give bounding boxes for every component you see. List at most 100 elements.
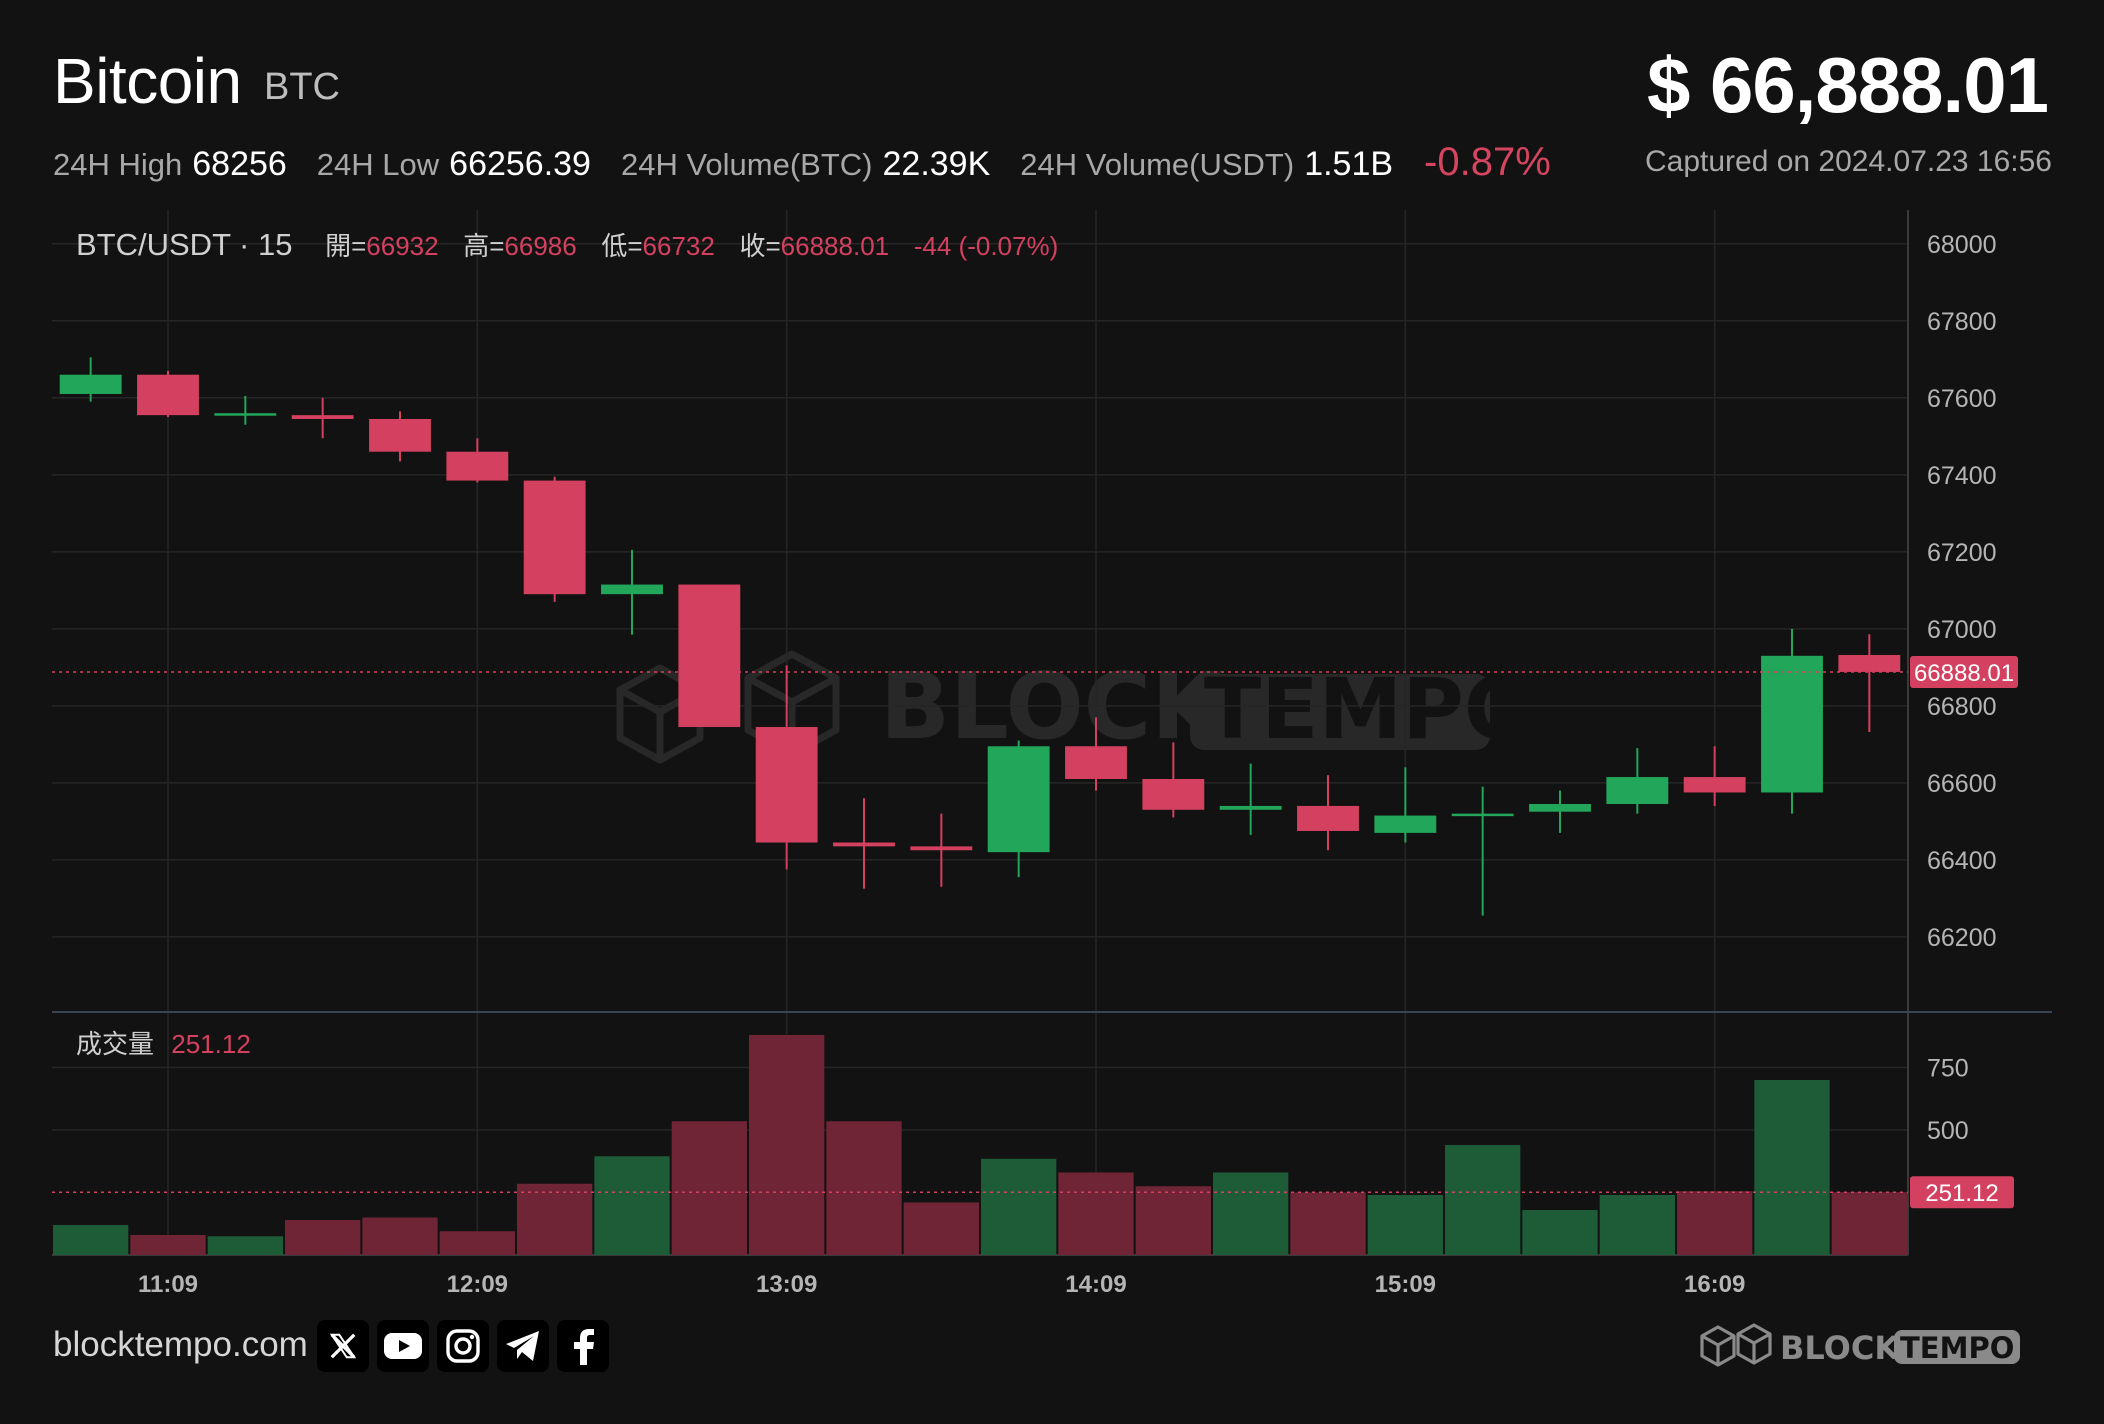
legend-close: 66888.01 [781,231,889,261]
volume-bar [826,1121,902,1255]
candle-body [137,374,199,416]
legend-low: 66732 [643,231,715,261]
volume-bars [53,1035,1907,1255]
price-tick-label: 67400 [1927,462,1997,490]
footer-site[interactable]: blocktempo.com [53,1325,308,1364]
candle-body [755,727,818,843]
volume-bar [1831,1192,1907,1255]
footer-brand-right: TEMPO [1900,1331,2014,1365]
volume-bar [517,1183,593,1255]
volume-bar [749,1035,825,1255]
volume-btc-label: 24H Volume(BTC) [620,147,873,182]
volume-bar [1367,1195,1443,1255]
candle-body [1374,815,1437,833]
volume-tick-label: 500 [1927,1117,1969,1145]
high-value: 68256 [192,145,287,183]
candle-body [601,584,663,595]
price-axis: 68000 67800 67600 67400 67200 67000 66800 66600… [1927,231,1997,1145]
volume-usdt-value: 1.51B [1304,145,1394,183]
candle [1529,790,1591,833]
time-tick-label: 11:09 [138,1271,198,1298]
legend-open: 66932 [366,231,438,261]
volume-bar [53,1225,129,1255]
stats-bar: 24H High 68256 24H Low 66256.39 24H Volu… [53,140,1551,185]
volume-bar [130,1235,206,1255]
candle-body [1142,778,1205,810]
candle-body [291,415,354,419]
volume-legend: 成交量 251.12 [76,1029,251,1059]
volume-bar [1522,1210,1598,1255]
volume-bar [362,1217,438,1255]
volume-bar [207,1236,283,1255]
candle [1065,717,1127,791]
candle [1297,775,1359,851]
volume-bar [1599,1195,1675,1255]
candle [446,438,509,483]
volume-label: 成交量 [76,1029,154,1059]
volume-usdt-label: 24H Volume(USDT) [1020,147,1295,182]
instagram-icon[interactable] [437,1320,489,1372]
candle [1683,746,1746,806]
price-tick-label: 67800 [1927,308,1997,336]
low-value: 66256.39 [449,145,591,183]
candle [601,549,663,635]
legend-open-label: 開= [325,231,366,261]
candle [1219,763,1282,835]
candle [1142,742,1205,818]
volume-bar [671,1121,747,1255]
time-tick-label: 16:09 [1684,1271,1745,1298]
volume-bar [1754,1080,1830,1255]
price-tick-label: 67000 [1927,616,1997,644]
candle [523,476,586,602]
candle-body [678,584,741,728]
candle [1761,628,1823,814]
price-tick-label: 67200 [1927,539,1997,567]
volume-bar [1445,1145,1521,1255]
price-tick-label: 66800 [1927,693,1997,721]
candle-body [446,451,509,481]
volume-bar [903,1202,979,1255]
youtube-icon[interactable] [377,1320,429,1372]
change-percent: -0.87% [1424,140,1551,184]
svg-text:TEMPO: TEMPO [1204,660,1535,758]
time-tick-label: 12:09 [447,1271,508,1298]
candlestick-chart: BLOCK TEMPO 6800067800676006740067200670… [52,210,2052,1298]
low-label: 24H Low [316,147,440,182]
legend-change: -44 (-0.07%) [914,231,1059,261]
legend-close-label: 收= [739,231,780,261]
candle [755,665,818,870]
candle [1451,786,1514,916]
candles [59,357,1901,916]
x-icon[interactable] [317,1320,369,1372]
footer-brand-left: BLOCK [1780,1329,1900,1367]
legend-high-label: 高= [463,231,504,261]
volume-bar [1058,1172,1134,1255]
volume-bar [1135,1186,1211,1255]
candle-body [1529,804,1591,812]
legend-high: 66986 [504,231,576,261]
candle-body [1838,655,1901,672]
candle [59,357,122,402]
time-tick-label: 14:09 [1065,1271,1126,1298]
price-tick-label: 66400 [1927,847,1997,875]
price-tick-label: 67600 [1927,385,1997,413]
telegram-icon[interactable] [497,1320,549,1372]
candle [214,395,277,425]
candle-body [1606,777,1669,805]
current-price-tag [1910,655,2018,688]
legend-low-label: 低= [601,231,642,261]
time-tick-label: 15:09 [1375,1271,1436,1298]
current-volume-tag [1910,1176,2014,1209]
volume-bar [1290,1192,1366,1255]
candle-body [1761,655,1823,793]
time-tick-label: 13:09 [756,1271,817,1298]
price-tick-label: 66600 [1927,770,1997,798]
candle-body [1451,813,1514,817]
captured-time: Captured on 2024.07.23 16:56 [1644,145,2052,178]
current-price-tag-text: 66888.01 [1914,660,2014,687]
candle [1606,748,1669,814]
logo-icon [1700,1323,1772,1367]
candle [137,370,199,418]
facebook-icon[interactable] [557,1320,609,1372]
candle-body [1219,805,1282,810]
